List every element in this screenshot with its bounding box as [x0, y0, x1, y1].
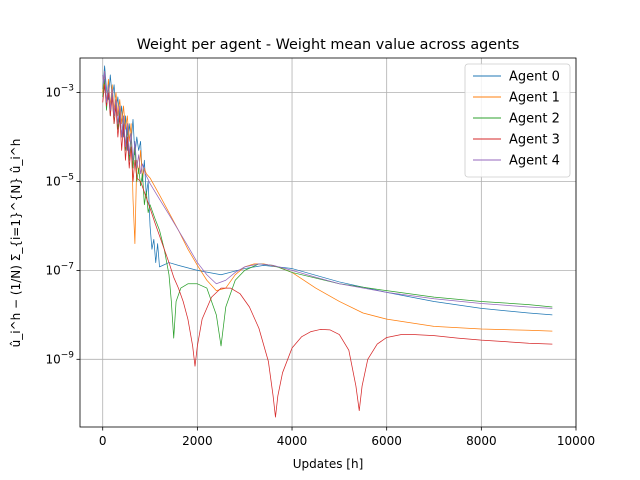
legend-label-agent-4: Agent 4 [509, 154, 560, 169]
chart-title: Weight per agent - Weight mean value acr… [137, 37, 520, 53]
axis-ticks: 0 2000 4000 6000 8000 10000 10−9 10−7 10−5 10−3 [45, 84, 595, 448]
legend-label-agent-1: Agent 1 [509, 91, 560, 106]
legend-label-agent-2: Agent 2 [509, 112, 560, 127]
series-line-agent-2 [102, 78, 553, 347]
y-tick-label: 10−5 [45, 172, 74, 188]
y-axis-label: û_i^h − (1/N) Σ_{i=1}^{N} û_i^h [9, 139, 23, 348]
legend-label-agent-0: Agent 0 [509, 70, 560, 85]
y-tick-label: 10−9 [45, 350, 74, 366]
x-tick-label: 2000 [182, 434, 213, 448]
x-tick-label: 4000 [277, 434, 308, 448]
y-tick-label: 10−7 [45, 261, 74, 277]
plot-frame [79, 57, 577, 428]
x-tick-label: 8000 [466, 434, 497, 448]
legend: Agent 0 Agent 1 Agent 2 Agent 3 Agent 4 [464, 63, 571, 178]
legend-box [464, 63, 571, 178]
x-tick-label: 10000 [557, 434, 595, 448]
series-line-agent-1 [102, 71, 553, 332]
y-tick-label: 10−3 [45, 84, 74, 100]
x-tick-label: 0 [99, 434, 107, 448]
series-lines [102, 65, 553, 418]
x-tick-label: 6000 [371, 434, 402, 448]
series-line-agent-4 [102, 71, 553, 309]
legend-label-agent-3: Agent 3 [509, 133, 560, 148]
series-line-agent-3 [102, 84, 553, 418]
x-axis-label: Updates [h] [293, 457, 364, 471]
